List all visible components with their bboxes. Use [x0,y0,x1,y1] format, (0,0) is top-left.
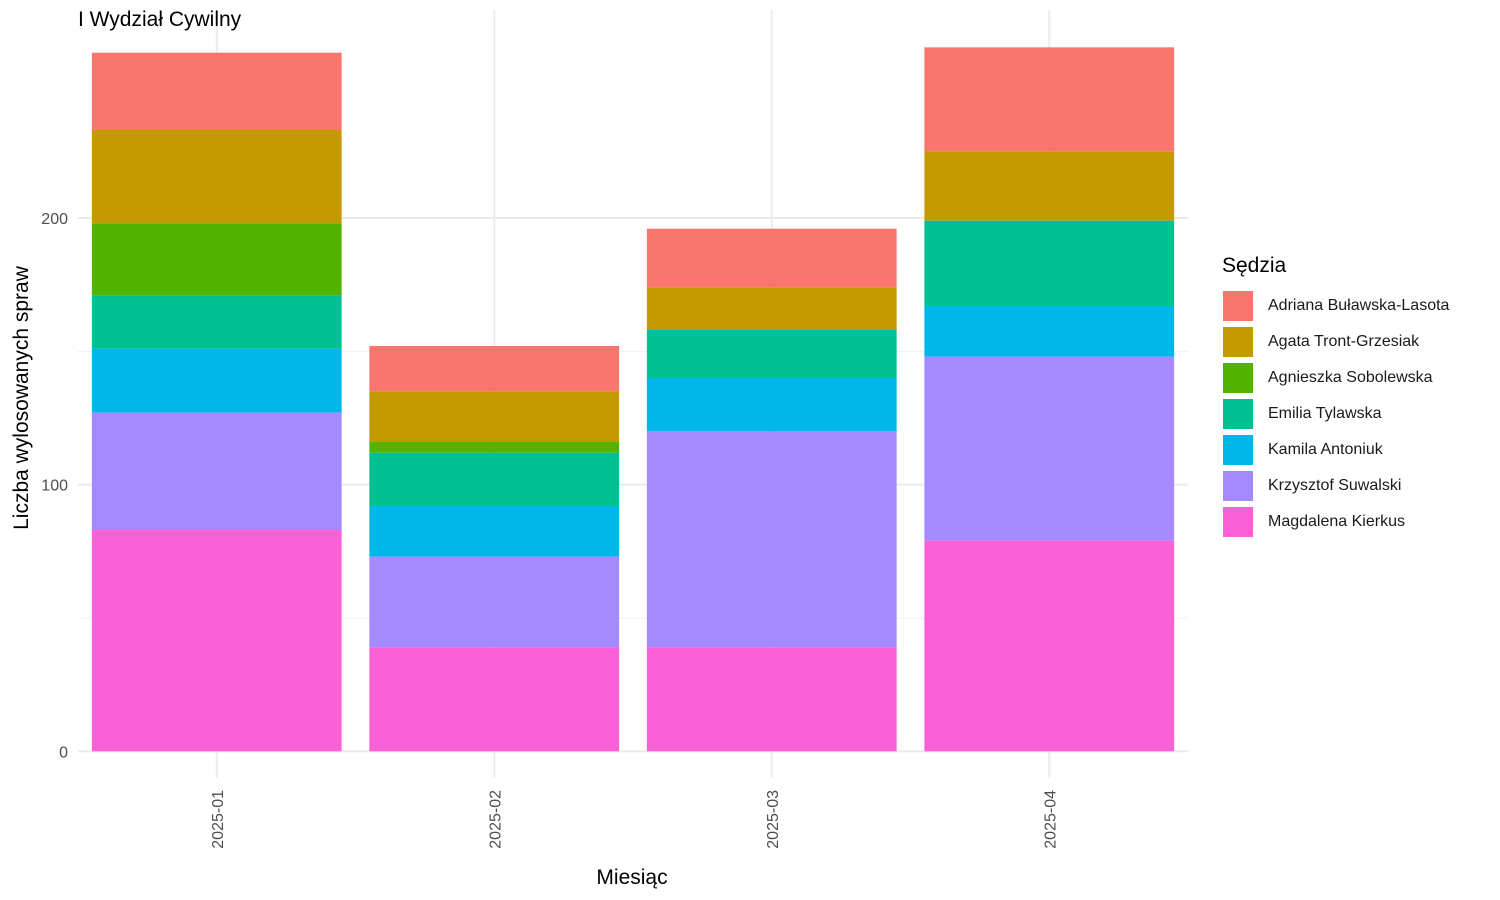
legend-label: Magdalena Kierkus [1268,513,1405,530]
x-tick-label: 2025-01 [210,790,227,849]
bar-segment [924,220,1175,306]
bar-segment [924,151,1175,221]
x-tick-label: 2025-04 [1042,790,1059,849]
legend-items: Adriana Buławska-Lasota Agata Tront-Grzes… [1222,288,1449,540]
bar-segment [91,348,342,413]
bar-segment [646,378,897,432]
legend-label: Adriana Buławska-Lasota [1268,297,1450,314]
legend-swatch [1222,506,1254,538]
legend-title: Sędzia [1222,254,1287,277]
legend-swatch [1222,326,1254,358]
bar-segment [924,306,1175,357]
bar-segment [924,540,1175,752]
y-tick-label: 0 [59,744,68,761]
bar-segment [646,431,897,648]
bar-segment [369,442,620,453]
legend-swatch [1222,434,1254,466]
bar-segment [924,47,1175,152]
x-tick-label: 2025-02 [487,790,504,849]
legend-item: Emilia Tylawska [1222,396,1449,432]
legend-label: Agata Tront-Grzesiak [1268,333,1420,350]
bar-segment [369,556,620,648]
bar-segment [924,356,1175,541]
bar-segment [369,391,620,442]
bar-segment [369,346,620,392]
x-axis-label: Miesiąc [596,866,668,889]
bar-segment [91,530,342,752]
legend-label: Kamila Antoniuk [1268,441,1383,458]
bar-segment [646,228,897,288]
legend-swatch [1222,290,1254,322]
y-tick-label: 100 [41,478,68,495]
legend-item: Krzysztof Suwalski [1222,468,1449,504]
legend-item: Agata Tront-Grzesiak [1222,324,1449,360]
legend-label: Krzysztof Suwalski [1268,477,1402,494]
bar-segment [646,287,897,330]
legend-item: Agnieszka Sobolewska [1222,360,1449,396]
bar-segment [646,647,897,752]
legend-swatch [1222,362,1254,394]
x-tick-label: 2025-03 [765,790,782,849]
legend-swatch [1222,470,1254,502]
y-axis-label: Liczba wylosowanych spraw [10,266,33,530]
chart-title: I Wydział Cywilny [78,8,242,31]
y-tick-label: 200 [41,211,68,228]
legend: Sędzia Adriana Buławska-Lasota Agata Tron… [1222,254,1449,540]
legend-label: Emilia Tylawska [1268,405,1382,422]
legend-swatch [1222,398,1254,430]
legend-item: Magdalena Kierkus [1222,504,1449,540]
legend-item: Kamila Antoniuk [1222,432,1449,468]
legend-item: Adriana Buławska-Lasota [1222,288,1449,324]
bar-segment [369,506,620,557]
bar-segment [91,223,342,296]
bar-segment [646,330,897,378]
bar-segment [91,52,342,130]
bar-segment [91,130,342,224]
bar-segment [91,412,342,530]
bar-segment [369,647,620,752]
bar-segment [91,295,342,349]
legend-label: Agnieszka Sobolewska [1268,369,1433,386]
bar-segment [369,452,620,506]
